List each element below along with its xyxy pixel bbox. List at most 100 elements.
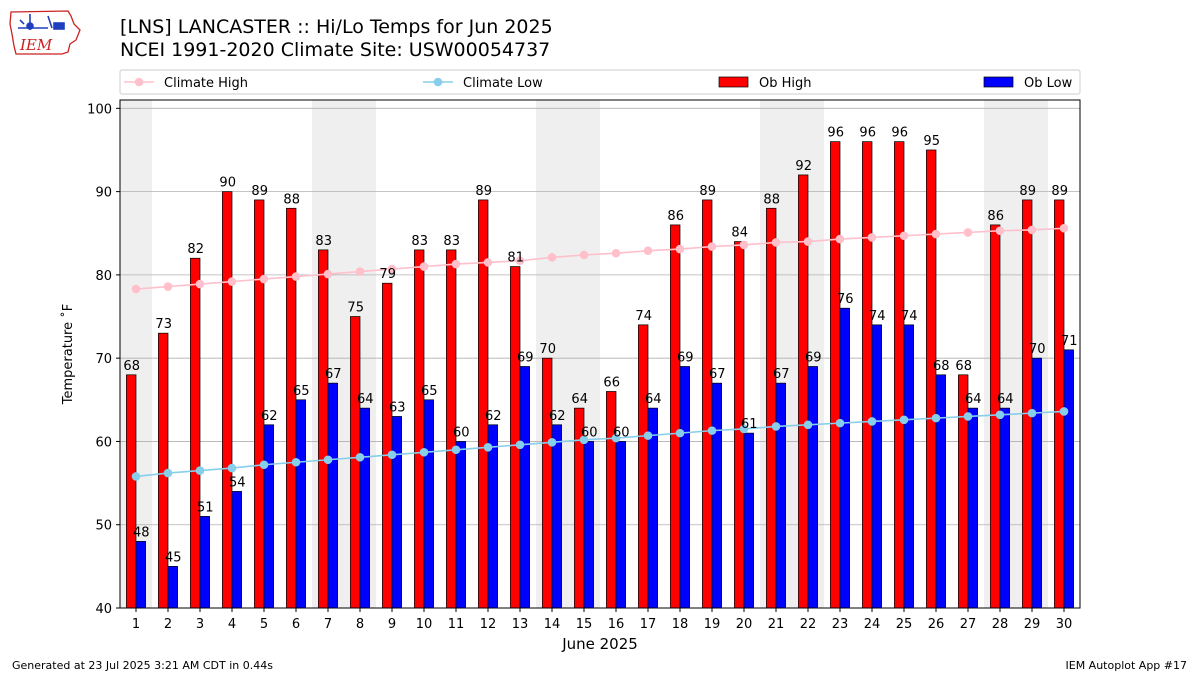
ob-low-bar (711, 382, 722, 609)
ob-high-bar (382, 282, 393, 609)
x-tick-label: 12 (480, 617, 497, 632)
ob-high-bar (894, 141, 905, 609)
ob-low-bar (359, 407, 370, 609)
climate-high-point (515, 256, 525, 266)
ob-low-bar (327, 382, 338, 609)
ob-high-label: 84 (731, 226, 748, 241)
y-tick-label: 50 (95, 519, 112, 534)
ob-low-label: 65 (293, 384, 310, 399)
ob-low-label: 74 (869, 309, 886, 324)
ob-low-bar (1063, 349, 1074, 609)
ob-low-bar (423, 399, 434, 609)
x-tick-label: 14 (544, 617, 561, 632)
ob-high-label: 79 (379, 267, 396, 282)
ob-low-label: 67 (709, 367, 726, 382)
ob-low-bar (583, 441, 594, 609)
ob-high-label: 74 (635, 309, 652, 324)
ob-high-bar (254, 199, 265, 609)
ob-low-label: 60 (453, 425, 470, 440)
generated-footer: Generated at 23 Jul 2025 3:21 AM CDT in … (12, 659, 273, 672)
ob-high-bar (318, 249, 329, 609)
ob-low-bar (839, 307, 850, 609)
ob-high-label: 89 (251, 184, 268, 199)
climate-low-point (771, 422, 781, 431)
ob-low-label: 62 (485, 409, 502, 424)
climate-high-point (643, 246, 653, 256)
climate-low-point (899, 415, 909, 425)
ob-high-label: 70 (539, 342, 556, 357)
ob-high-label: 68 (123, 359, 140, 374)
ob-high-bar (926, 149, 937, 609)
x-tick-label: 21 (768, 617, 785, 632)
climate-low-point (739, 424, 749, 434)
x-tick-label: 27 (960, 617, 977, 632)
ob-low-bar (871, 324, 882, 609)
x-tick-label: 9 (388, 617, 396, 632)
climate-high-point (611, 248, 621, 258)
ob-high-label: 86 (667, 209, 684, 224)
ob-high-bar (1022, 199, 1033, 609)
ob-high-bar (830, 141, 841, 609)
ob-low-bar (263, 424, 274, 609)
ob-low-bar (551, 424, 562, 609)
ob-low-bar (775, 382, 786, 609)
ob-high-bar (542, 357, 553, 609)
ob-high-label: 83 (315, 234, 332, 249)
x-tick-label: 17 (640, 617, 657, 632)
legend-box (119, 69, 1081, 95)
x-tick-label: 6 (292, 617, 300, 632)
climate-low-point (835, 418, 845, 428)
legend-marker-swatch (134, 77, 144, 87)
climate-high-point (931, 229, 941, 239)
iem-logo: IEM (9, 10, 81, 55)
climate-high-point (547, 253, 557, 262)
ob-low-bar (135, 541, 146, 609)
ob-low-label: 64 (357, 392, 374, 407)
weather-station-icon (18, 14, 65, 30)
x-axis-label: June 2025 (561, 635, 638, 653)
climate-high-point (675, 244, 685, 254)
climate-high-point (803, 237, 813, 246)
plot-frame (119, 99, 1081, 609)
climate-low-point (291, 457, 301, 467)
ob-low-label: 69 (805, 350, 822, 365)
y-axis-label: Temperature ˚F (60, 304, 76, 405)
logo-text: IEM (19, 36, 53, 54)
ob-low-label: 67 (773, 367, 790, 382)
ob-high-label: 68 (955, 359, 972, 374)
ob-high-bar (670, 224, 681, 609)
x-tick-label: 1 (132, 617, 140, 632)
ob-low-bar (967, 407, 978, 609)
climate-low-line (135, 410, 1065, 478)
climate-low-point (515, 440, 525, 450)
ob-low-label: 63 (389, 400, 406, 415)
climate-low-point (387, 450, 397, 460)
legend-label: Climate Low (463, 76, 543, 91)
ob-high-label: 89 (475, 184, 492, 199)
x-tick-label: 18 (672, 617, 689, 632)
ob-low-label: 76 (837, 292, 854, 307)
x-tick-label: 2 (164, 617, 172, 632)
ob-high-bar (126, 374, 137, 609)
climate-high-point (355, 267, 365, 276)
x-tick-label: 3 (196, 617, 204, 632)
climate-low-point (675, 428, 685, 438)
legend-bar-swatch (983, 76, 1014, 88)
ob-high-label: 96 (827, 126, 844, 141)
ob-high-label: 66 (603, 375, 620, 390)
climate-low-point (1027, 408, 1037, 418)
x-tick-label: 30 (1056, 617, 1073, 632)
ob-low-bar (679, 366, 690, 609)
x-tick-label: 29 (1024, 617, 1041, 632)
x-tick-label: 10 (416, 617, 433, 632)
climate-low-point (131, 472, 141, 481)
ob-low-bar (231, 491, 242, 609)
ob-high-label: 96 (891, 126, 908, 141)
ob-low-bar (167, 566, 178, 609)
ob-low-bar (807, 366, 818, 609)
ob-high-bar (638, 324, 649, 609)
x-tick-label: 4 (228, 617, 236, 632)
ob-high-bar (222, 191, 233, 609)
ob-low-label: 69 (517, 350, 534, 365)
ob-low-label: 74 (901, 309, 918, 324)
